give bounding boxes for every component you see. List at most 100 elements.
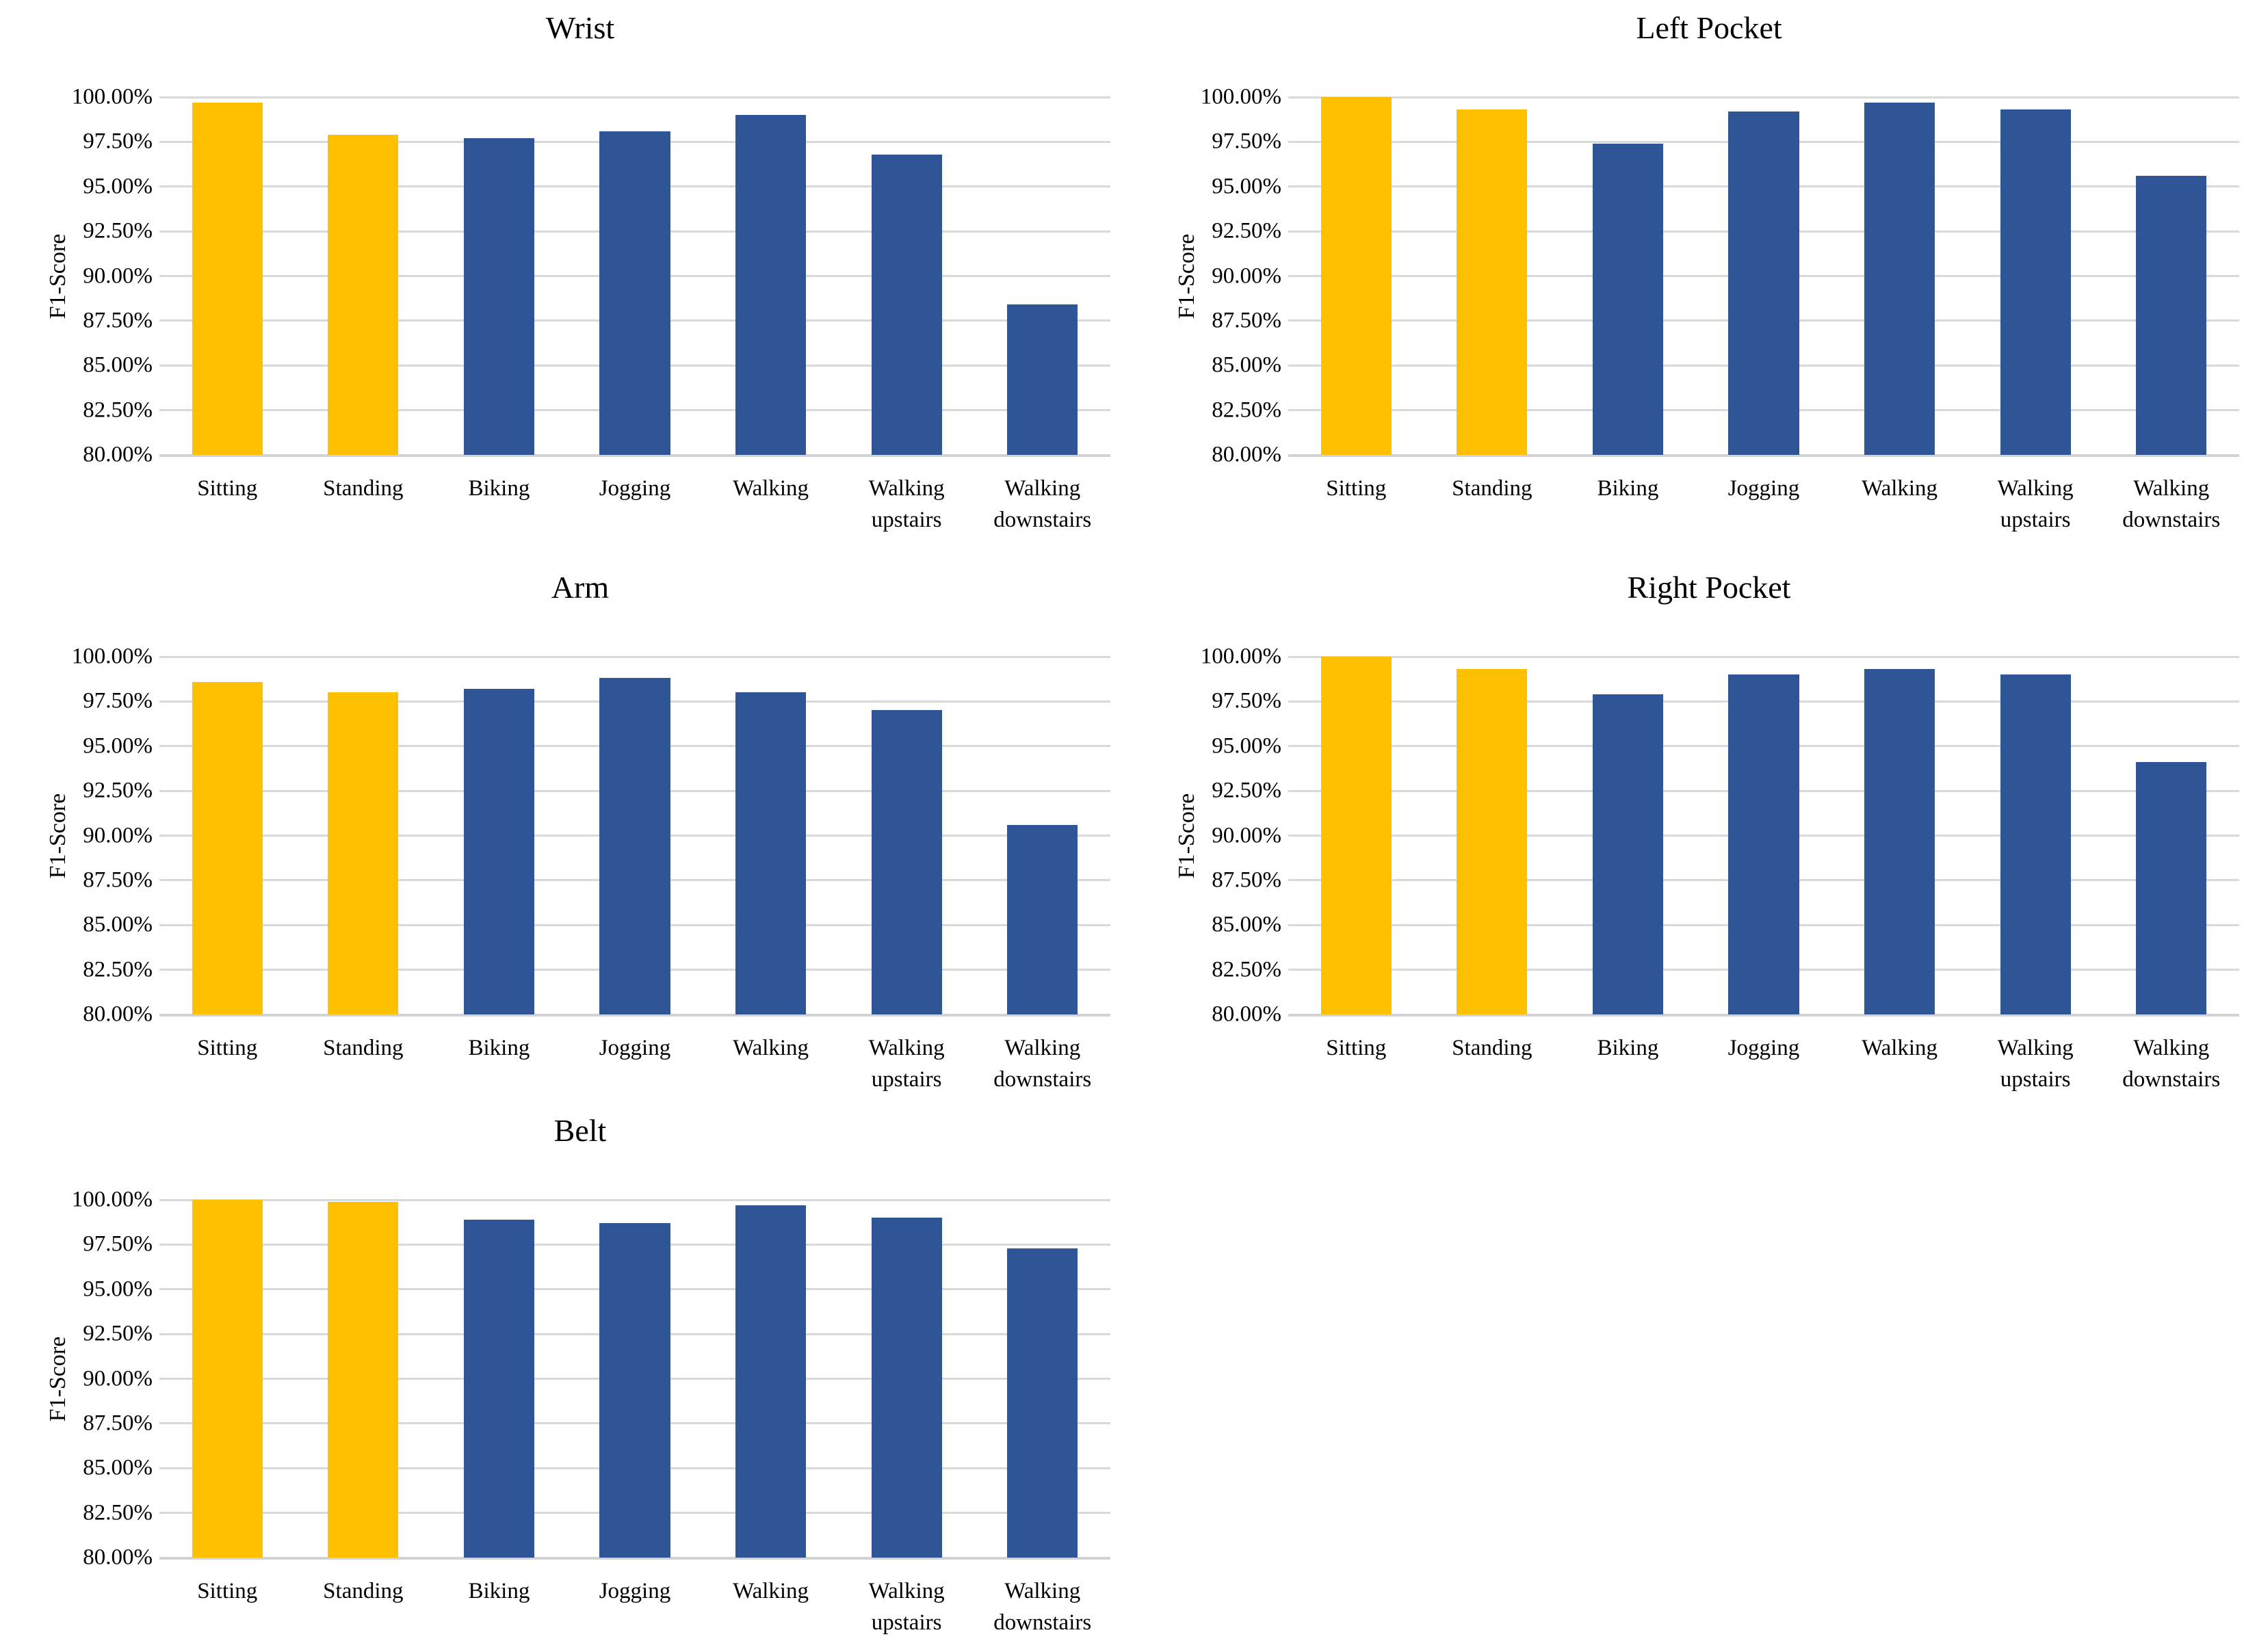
x-tick-label-walking: Walking xyxy=(733,1036,809,1060)
y-tick-label: 100.00% xyxy=(71,1187,153,1212)
x-tick-label-jogging: Jogging xyxy=(599,1036,671,1060)
y-tick-label: 100.00% xyxy=(1200,84,1281,109)
bar-walking-upstairs xyxy=(871,154,942,455)
y-tick-label: 95.00% xyxy=(83,174,153,199)
bar-jogging xyxy=(1728,111,1799,455)
bar-walking-upstairs xyxy=(2000,674,2071,1014)
bar-biking xyxy=(1592,143,1663,455)
y-tick-label: 80.00% xyxy=(1212,1001,1281,1027)
y-tick-label: 82.50% xyxy=(83,1500,153,1525)
y-tick-label: 85.00% xyxy=(1212,912,1281,937)
y-tick-label: 90.00% xyxy=(83,1366,153,1391)
chart-title: Arm xyxy=(551,570,610,605)
bar-walking xyxy=(1864,102,1935,455)
bar-walking-downstairs xyxy=(2136,176,2207,455)
y-tick-label: 80.00% xyxy=(83,442,153,467)
bar-walking-upstairs xyxy=(871,1218,942,1558)
y-tick-label: 90.00% xyxy=(1212,823,1281,848)
x-axis-line xyxy=(1288,1013,2239,1017)
y-tick-label: 85.00% xyxy=(1212,352,1281,378)
x-tick-label-walking-downstairs: Walking downstairs xyxy=(2122,476,2221,532)
x-tick-label-sitting: Sitting xyxy=(197,476,258,501)
x-tick-label-walking-upstairs: Walking upstairs xyxy=(1997,1036,2074,1092)
x-tick-label-walking-upstairs: Walking upstairs xyxy=(868,476,945,532)
bar-sitting xyxy=(192,1200,263,1558)
y-tick-label: 90.00% xyxy=(83,823,153,848)
gridline xyxy=(1288,96,2239,99)
x-tick-label-standing: Standing xyxy=(1452,476,1532,501)
y-tick-label: 95.00% xyxy=(83,733,153,759)
y-tick-label: 82.50% xyxy=(1212,397,1281,423)
x-tick-label-walking-downstairs: Walking downstairs xyxy=(993,1579,1092,1635)
y-tick-label: 80.00% xyxy=(83,1001,153,1027)
bar-jogging xyxy=(1728,674,1799,1014)
y-tick-label: 92.50% xyxy=(1212,778,1281,803)
chart-title: Left Pocket xyxy=(1636,10,1782,45)
bar-walking-downstairs xyxy=(2136,762,2207,1014)
x-axis-line xyxy=(1288,454,2239,457)
y-tick-label: 95.00% xyxy=(1212,733,1281,759)
y-tick-label: 97.50% xyxy=(83,1231,153,1257)
x-tick-label-walking: Walking xyxy=(1862,476,1938,501)
bar-biking xyxy=(463,689,534,1014)
bar-walking-downstairs xyxy=(1007,304,1078,455)
bar-sitting xyxy=(1320,657,1392,1014)
y-tick-label: 97.50% xyxy=(1212,688,1281,713)
y-tick-label: 97.50% xyxy=(1212,129,1281,154)
y-tick-label: 87.50% xyxy=(83,1411,153,1436)
chart-title: Wrist xyxy=(545,10,615,45)
x-tick-label-biking: Biking xyxy=(468,476,530,501)
y-tick-label: 92.50% xyxy=(83,218,153,244)
x-axis-line xyxy=(159,1013,1110,1017)
y-tick-label: 100.00% xyxy=(1200,644,1281,669)
y-tick-label: 82.50% xyxy=(1212,957,1281,982)
bar-jogging xyxy=(599,131,670,455)
y-tick-label: 87.50% xyxy=(83,867,153,893)
x-tick-label-sitting: Sitting xyxy=(197,1036,258,1060)
chart-title: Belt xyxy=(553,1113,607,1148)
y-tick-label: 87.50% xyxy=(83,308,153,333)
x-tick-label-biking: Biking xyxy=(468,1036,530,1060)
bar-standing xyxy=(1457,669,1528,1014)
bar-standing xyxy=(328,134,399,455)
y-tick-label: 95.00% xyxy=(1212,174,1281,199)
bar-standing xyxy=(1457,109,1528,455)
y-tick-label: 87.50% xyxy=(1212,308,1281,333)
chart-title: Right Pocket xyxy=(1627,570,1791,605)
gridline xyxy=(159,96,1110,99)
y-tick-label: 92.50% xyxy=(1212,218,1281,244)
chart-wrist: Wrist F1-Score 100.00% 97.50% 95.00% 92.50% 90… xyxy=(43,0,1117,540)
x-tick-label-standing: Standing xyxy=(323,1579,404,1603)
y-tick-label: 97.50% xyxy=(83,688,153,713)
y-tick-label: 92.50% xyxy=(83,1321,153,1346)
x-tick-label-jogging: Jogging xyxy=(599,1579,671,1603)
bar-walking xyxy=(735,1205,807,1558)
y-tick-label: 90.00% xyxy=(83,263,153,288)
y-tick-label: 87.50% xyxy=(1212,867,1281,893)
x-tick-label-walking: Walking xyxy=(733,1579,809,1603)
bar-walking-downstairs xyxy=(1007,824,1078,1014)
x-tick-label-sitting: Sitting xyxy=(1326,1036,1387,1060)
y-tick-label: 100.00% xyxy=(71,84,153,109)
x-tick-label-sitting: Sitting xyxy=(197,1579,258,1603)
x-tick-label-jogging: Jogging xyxy=(1727,1036,1800,1060)
x-tick-label-standing: Standing xyxy=(323,1036,404,1060)
chart-left-pocket: Left Pocket F1-Score 100.00% 97.50% 95.00% 92… xyxy=(1172,0,2246,540)
bar-jogging xyxy=(599,1222,670,1558)
x-tick-label-walking-downstairs: Walking downstairs xyxy=(993,1036,1092,1092)
bar-biking xyxy=(463,138,534,455)
y-tick-label: 97.50% xyxy=(83,129,153,154)
y-tick-label: 92.50% xyxy=(83,778,153,803)
x-tick-label-standing: Standing xyxy=(1452,1036,1532,1060)
x-tick-label-biking: Biking xyxy=(1597,1036,1659,1060)
x-tick-label-walking-upstairs: Walking upstairs xyxy=(868,1036,945,1092)
bar-walking xyxy=(735,692,807,1014)
y-tick-label: 100.00% xyxy=(71,644,153,669)
bar-biking xyxy=(463,1219,534,1558)
bar-standing xyxy=(328,1201,399,1558)
y-tick-label: 85.00% xyxy=(83,1455,153,1480)
bar-walking-upstairs xyxy=(871,710,942,1014)
bar-sitting xyxy=(192,102,263,455)
bar-standing xyxy=(328,692,399,1014)
